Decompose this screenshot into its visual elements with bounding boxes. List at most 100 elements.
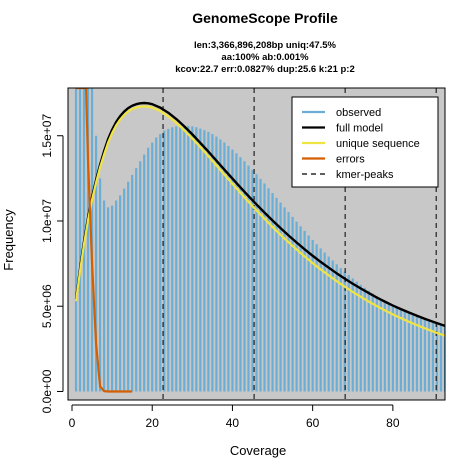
observed-bar <box>299 226 302 392</box>
observed-bar <box>78 88 82 392</box>
y-tick-label: 1.0e+07 <box>40 199 54 243</box>
x-tick-label: 20 <box>146 416 160 430</box>
observed-bar <box>107 207 110 392</box>
chart-title: GenomeScope Profile <box>192 10 338 26</box>
observed-bar <box>347 275 350 392</box>
observed-bar <box>163 130 166 392</box>
observed-bar <box>115 200 118 392</box>
observed-bar <box>143 154 146 392</box>
observed-bar <box>387 303 390 392</box>
y-axis-label: Frequency <box>1 209 16 271</box>
observed-bar <box>263 183 266 392</box>
observed-bar <box>74 88 78 392</box>
observed-bar <box>139 161 142 392</box>
observed-bar <box>419 318 423 392</box>
x-axis-label: Coverage <box>230 443 286 458</box>
observed-bar <box>123 188 126 392</box>
observed-bar <box>127 181 130 392</box>
y-tick-label: 0.0e+00 <box>40 369 54 413</box>
observed-bar <box>251 169 254 392</box>
observed-bar <box>359 284 362 392</box>
observed-bar <box>323 252 326 392</box>
observed-bar <box>119 195 122 392</box>
observed-bar <box>339 268 342 392</box>
x-tick-label: 0 <box>69 416 76 430</box>
legend-label: errors <box>336 154 365 166</box>
observed-bar <box>235 153 238 392</box>
observed-bar <box>375 296 378 392</box>
observed-bar <box>167 128 170 392</box>
observed-bar <box>391 305 394 392</box>
unique-sequence-line <box>74 105 445 337</box>
observed-bar <box>315 244 318 392</box>
observed-bar <box>351 278 354 392</box>
legend-label: kmer-peaks <box>336 169 394 181</box>
observed-bar <box>435 324 439 392</box>
observed-bar <box>255 174 258 392</box>
observed-bar <box>219 139 222 392</box>
full-model-line <box>74 101 445 327</box>
observed-bar <box>159 134 162 392</box>
observed-bar <box>231 149 234 392</box>
observed-bar <box>367 290 370 392</box>
observed-bar <box>411 315 415 392</box>
legend-label: unique sequence <box>336 138 420 150</box>
observed-bar <box>443 326 445 392</box>
observed-bar <box>247 165 250 392</box>
observed-bar <box>211 134 214 392</box>
observed-bar <box>271 193 274 392</box>
observed-bar <box>243 161 246 392</box>
y-tick-label: 1.5e+07 <box>40 114 54 158</box>
x-tick-label: 60 <box>306 416 320 430</box>
observed-bar <box>395 307 398 392</box>
observed-bar <box>279 202 282 392</box>
observed-bar <box>171 127 174 392</box>
observed-bar <box>102 200 106 392</box>
observed-bar <box>86 88 90 392</box>
observed-bar <box>331 260 334 392</box>
observed-bar <box>187 125 190 392</box>
observed-bar <box>423 320 427 392</box>
observed-bar <box>319 248 322 392</box>
observed-bar <box>155 137 158 392</box>
chart-subtitle-line-2: aa:100% ab:0.001% <box>221 52 309 63</box>
observed-bar <box>147 147 150 392</box>
legend-label: full model <box>336 123 383 135</box>
observed-bar <box>283 207 286 392</box>
observed-bar <box>371 293 374 392</box>
y-tick-label: 5.0e+06 <box>40 284 54 328</box>
observed-bar <box>215 136 218 392</box>
observed-bar <box>311 239 314 392</box>
observed-bar <box>399 309 402 392</box>
observed-bar <box>98 178 102 392</box>
observed-bar <box>203 130 206 392</box>
observed-bar <box>307 235 310 392</box>
chart-subtitle-line-3: kcov:22.7 err:0.0827% dup:25.6 k:21 p:2 <box>175 64 355 75</box>
observed-bar <box>379 298 382 392</box>
plot-frame <box>67 87 446 401</box>
observed-bar <box>131 174 134 392</box>
observed-bar <box>267 188 270 392</box>
observed-bar <box>239 157 242 392</box>
plot-content <box>74 88 445 400</box>
observed-bar <box>195 127 198 392</box>
observed-bar <box>179 125 182 392</box>
observed-bar <box>355 281 358 392</box>
legend-label: observed <box>336 107 381 119</box>
observed-bar <box>207 131 210 392</box>
observed-bar <box>303 230 306 392</box>
observed-bar <box>191 126 194 392</box>
observed-bar <box>415 316 419 392</box>
errors-line <box>76 88 133 393</box>
observed-bar <box>287 212 290 392</box>
legend: observed full model unique sequence errors k… <box>291 96 439 188</box>
observed-bar <box>183 125 186 392</box>
observed-bar <box>295 221 298 392</box>
observed-bar <box>223 142 226 392</box>
observed-bar <box>383 301 386 392</box>
observed-bar <box>111 205 114 392</box>
observed-bar <box>94 135 98 392</box>
observed-bar <box>199 128 202 392</box>
observed-bar <box>439 325 443 392</box>
